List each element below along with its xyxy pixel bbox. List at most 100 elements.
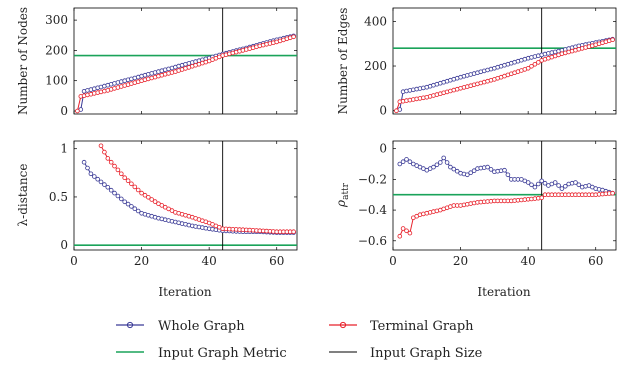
terminal-graph-point	[610, 190, 615, 196]
y-tick-label: 0	[60, 238, 68, 252]
x-tick-label: 0	[389, 254, 397, 268]
terminal-graph-point	[404, 228, 409, 234]
series-group	[81, 143, 296, 235]
whole-graph-point	[539, 178, 544, 184]
whole-graph-point	[129, 204, 134, 209]
y-tick-label: −0.6	[358, 234, 387, 248]
terminal-graph-point	[535, 60, 541, 65]
terminal-graph-line	[76, 36, 294, 112]
whole-graph-point	[102, 182, 107, 187]
whole-graph-point	[464, 172, 470, 178]
whole-graph-point	[92, 174, 97, 179]
whole-graph-point	[81, 159, 87, 165]
x-tick-label: 40	[521, 254, 536, 268]
chart-rho-attr: ρattr Iteration 0 20 40 60 0 −0.2 −0.4 −0.6	[334, 140, 617, 299]
terminal-graph-point	[125, 178, 131, 184]
whole-graph-point	[559, 186, 565, 191]
whole-graph-point	[132, 206, 138, 212]
whole-graph-point	[471, 168, 477, 174]
whole-graph-point	[112, 190, 117, 196]
x-tick-label: 20	[453, 254, 468, 268]
terminal-graph-point	[291, 229, 296, 235]
x-tick-label: 60	[588, 254, 603, 268]
x-tick-label: 40	[202, 254, 217, 268]
series-group	[75, 33, 296, 114]
y-tick-label: 200	[45, 43, 68, 57]
x-tick-label: 0	[70, 254, 78, 268]
whole-graph-point	[444, 160, 450, 165]
whole-graph-point	[98, 179, 104, 185]
series-group	[394, 36, 615, 113]
terminal-graph-point	[146, 195, 151, 200]
terminal-graph-point	[105, 156, 111, 161]
whole-graph-point	[119, 196, 124, 202]
whole-graph-point	[407, 159, 413, 165]
plot-frame	[73, 140, 298, 251]
terminal-graph-point	[525, 66, 531, 71]
whole-graph-point	[125, 201, 131, 207]
whole-graph-point	[529, 182, 534, 188]
whole-graph-point	[431, 164, 436, 170]
whole-graph-point	[88, 171, 94, 177]
y-tick-label: 200	[364, 59, 387, 73]
terminal-graph-point	[135, 187, 141, 193]
whole-graph-point	[576, 182, 582, 188]
y-tick-label: 0	[60, 104, 68, 118]
whole-graph-point	[542, 180, 548, 186]
terminal-graph-point	[159, 203, 165, 208]
whole-graph-point	[400, 159, 406, 165]
y-axis-label: λ-distance	[16, 164, 30, 227]
terminal-graph-point	[119, 171, 124, 177]
y-tick-label: 0	[379, 104, 387, 118]
x-axis-label: Iteration	[158, 285, 211, 299]
x-tick-label: 20	[134, 254, 149, 268]
whole-graph-point	[505, 172, 511, 178]
whole-graph-point	[95, 176, 100, 182]
terminal-graph-point	[539, 195, 544, 201]
terminal-graph-point	[108, 159, 114, 165]
terminal-graph-point	[394, 108, 399, 113]
whole-graph-point	[525, 180, 531, 185]
terminal-graph-point	[112, 163, 117, 169]
y-tick-label: 0.5	[49, 190, 68, 204]
whole-graph-point	[468, 170, 474, 176]
plot-frame	[392, 7, 617, 115]
tick-marks: 0 20 40 60 0 −0.2 −0.4 −0.6	[358, 141, 616, 268]
whole-graph-point	[502, 167, 507, 173]
y-tick-label: −0.2	[358, 172, 387, 186]
whole-graph-point	[135, 208, 141, 214]
terminal-graph-point	[397, 233, 403, 239]
whole-graph-point	[85, 165, 90, 171]
legend-item-whole-graph: Whole Graph	[116, 319, 245, 334]
legend-label-terminal-graph: Terminal Graph	[370, 319, 474, 334]
whole-graph-point	[532, 184, 538, 190]
legend-marker-terminal-graph	[339, 321, 347, 329]
legend-item-input-graph-metric: Input Graph Metric	[116, 346, 287, 361]
whole-graph-point	[397, 161, 403, 167]
terminal-graph-point	[122, 175, 127, 181]
chart-number-of-edges: Number of Edges 0 200 400	[336, 7, 617, 118]
whole-graph-point	[552, 180, 558, 185]
series-group	[397, 155, 615, 239]
x-tick-label: 60	[269, 254, 284, 268]
whole-graph-point	[562, 184, 568, 189]
legend-label-input-graph-size: Input Graph Size	[370, 346, 483, 361]
whole-graph-point	[454, 168, 460, 174]
whole-graph-point	[573, 180, 578, 185]
terminal-graph-point	[529, 64, 534, 69]
terminal-graph-point	[129, 181, 134, 187]
whole-graph-point	[448, 164, 453, 170]
terminal-graph-point	[132, 184, 138, 190]
y-axis-label-sub: attr	[341, 182, 351, 200]
terminal-graph-point	[75, 108, 80, 114]
y-axis-label: ρattr	[334, 182, 351, 208]
whole-graph-point	[535, 181, 541, 187]
tick-marks: 0 200 400	[364, 8, 616, 118]
terminal-graph-point	[115, 167, 121, 173]
whole-graph-point	[122, 199, 127, 205]
terminal-graph-point	[139, 190, 144, 196]
y-tick-label: 0	[379, 142, 387, 156]
y-tick-label: 100	[45, 74, 68, 88]
terminal-graph-point	[98, 143, 104, 149]
